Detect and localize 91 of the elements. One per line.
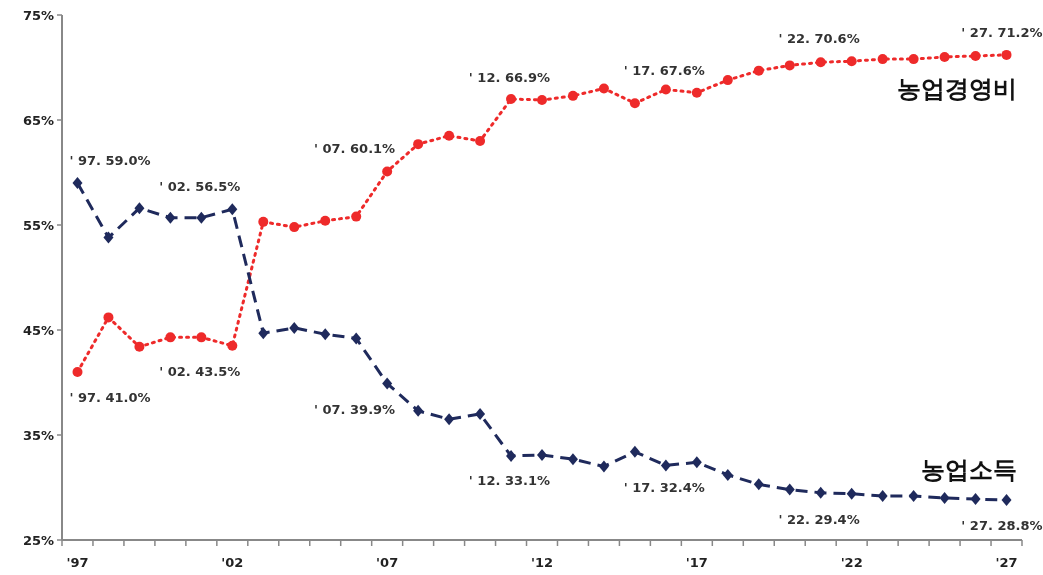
point [877,489,888,502]
annotation: ' 02. 56.5% [159,179,241,195]
point [1001,49,1012,60]
point [289,222,300,233]
point [165,211,176,224]
series-label: 농업소득 [920,456,1017,485]
point [537,448,547,461]
point [196,332,207,343]
annotation: ' 07. 39.9% [313,401,396,417]
point [815,57,826,68]
point [939,52,950,62]
point [877,54,888,65]
x-tick-label: '22 [840,555,863,570]
point [598,83,609,94]
point [227,203,238,216]
x-tick-label: '07 [376,555,399,570]
point [691,456,702,469]
y-tick-label: 25% [22,533,54,548]
y-tick-label: 45% [22,323,54,338]
annotation: ' 02. 43.5% [159,363,241,379]
annotation: ' 22. 29.4% [778,511,860,527]
annotation: ' 07. 60.1% [313,141,396,157]
point [970,493,981,506]
annotation: ' 22. 70.6% [778,31,860,47]
point [567,90,578,101]
x-tick-label: '27 [995,555,1018,570]
annotation: ' 12. 66.9% [468,70,550,86]
point [134,202,145,215]
point [165,332,176,343]
x-tick-label: '17 [685,555,708,570]
x-tick-label: '02 [221,555,244,570]
point [320,215,331,226]
point [475,408,486,420]
annotation: ' 17. 67.6% [623,62,705,78]
point [629,445,640,458]
point [753,478,764,491]
series-label: 농업경영비 [896,74,1017,103]
point [784,60,795,71]
point [134,341,145,352]
point [660,459,671,472]
point [1001,494,1012,507]
point [506,450,517,462]
point [258,216,269,227]
point [506,94,517,104]
point [815,486,826,499]
y-tick-label: 55% [22,218,54,233]
point [691,87,702,98]
y-tick-label: 65% [22,113,54,128]
annotation: ' 12. 33.1% [468,472,550,488]
annotation: ' 17. 32.4% [623,480,705,496]
point [629,98,640,109]
point [72,367,83,377]
point [103,312,114,323]
point [351,211,362,222]
y-tick-label: 35% [22,428,54,443]
point [351,332,362,345]
point [444,130,455,141]
point [722,468,733,481]
point [784,483,795,496]
point [196,211,207,224]
point [567,453,578,466]
point [289,321,300,334]
annotation: ' 27. 28.8% [961,518,1043,534]
point [970,50,981,61]
point [908,489,919,502]
point [413,139,424,150]
point [103,231,114,244]
point [753,65,764,76]
point [908,54,919,65]
point [258,327,269,340]
point [722,75,733,86]
point [382,166,393,177]
point [537,95,547,106]
point [72,177,83,189]
point [382,377,393,390]
point [939,492,950,504]
point [660,84,671,95]
point [475,136,486,146]
point [227,340,238,351]
point [846,56,857,67]
y-tick-label: 75% [22,8,54,23]
point [413,404,424,417]
point [444,413,455,426]
x-tick-label: '12 [530,555,554,570]
annotation: ' 97. 59.0% [69,153,151,168]
point [320,328,331,341]
point [598,460,609,473]
annotation: ' 97. 41.0% [69,390,151,405]
x-tick-label: '97 [66,555,89,570]
point [846,487,857,500]
annotation: ' 27. 71.2% [961,24,1043,40]
